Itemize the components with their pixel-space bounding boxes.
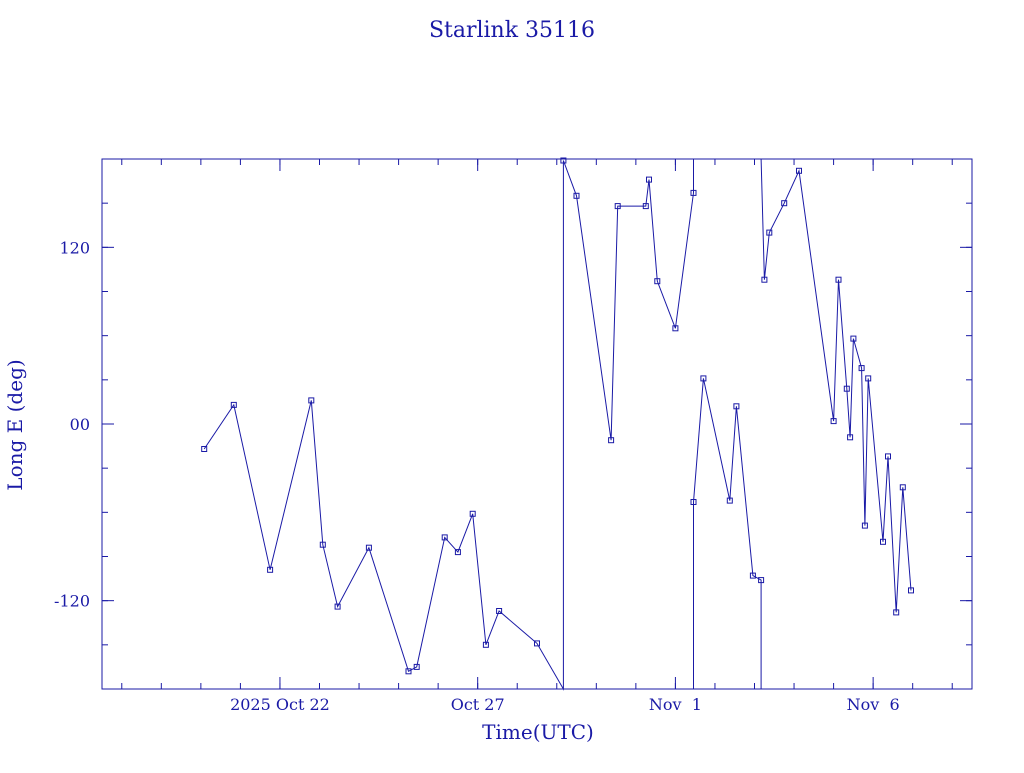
data-point-marker [766,229,773,236]
data-point-marker [908,587,914,594]
x-tick-label: Nov 6 [847,695,900,714]
data-point-marker [413,663,420,670]
data-point-marker [700,375,707,382]
data-point-marker [646,176,652,183]
data-point-marker [899,484,906,491]
data-point-marker [654,278,661,285]
data-point-marker [733,403,740,410]
data-point-marker [230,401,237,408]
y-axis-label: Long E (deg) [3,359,27,490]
data-point-marker [560,157,567,164]
data-point-marker [573,192,580,199]
data-point-marker [454,549,461,556]
data-point-marker [267,566,274,573]
data-point-marker [319,541,326,548]
data-point-marker [534,640,540,647]
data-point-marker [405,668,412,675]
data-point-marker [690,499,697,505]
series-line [693,378,762,689]
data-point-marker [835,276,842,283]
data-point-marker [796,167,802,174]
tick-labels: 2025 Oct 22 Oct 27 Nov 1 Nov 6 120 00 -120 [54,238,900,714]
data-point-marker [365,544,372,551]
x-axis-label: Time(UTC) [482,720,594,744]
data-point-marker [614,203,621,210]
y-tick-label: 120 [59,238,90,257]
x-tick-label: Nov 1 [649,695,702,714]
data-point-marker [781,200,788,207]
data-point-marker [469,510,476,517]
chart-title: Starlink 35116 [429,18,595,43]
data-point-marker [858,365,865,372]
y-tick-label: -120 [54,592,90,611]
data-point-marker [850,335,857,342]
data-point-marker [847,434,854,441]
data-markers [201,157,914,675]
data-point-marker [761,276,768,283]
data-point-marker [749,572,756,579]
data-point-marker [880,538,886,545]
data-point-marker [830,418,837,425]
data-point-marker [334,603,341,610]
data-point-marker [861,522,868,529]
data-point-marker [672,325,679,332]
data-point-marker [608,437,615,444]
axis-ticks [102,159,972,689]
data-point-marker [843,385,850,392]
plot-frame [101,158,973,690]
data-point-marker [690,189,697,196]
data-point-marker [642,203,649,210]
x-tick-label: Oct 27 [451,695,505,714]
data-point-marker [496,608,503,614]
data-point-marker [441,534,448,541]
data-point-marker [482,641,489,648]
y-tick-label: 00 [70,415,90,434]
x-tick-label: 2025 Oct 22 [230,695,330,714]
series-line [203,159,694,691]
data-point-marker [726,497,733,504]
data-series [203,158,912,691]
data-point-marker [885,453,891,460]
data-point-marker [865,375,872,382]
data-point-marker [893,609,900,616]
data-point-marker [201,446,208,452]
data-point-marker [308,397,315,404]
data-point-marker [758,577,765,584]
series-line [760,158,912,613]
